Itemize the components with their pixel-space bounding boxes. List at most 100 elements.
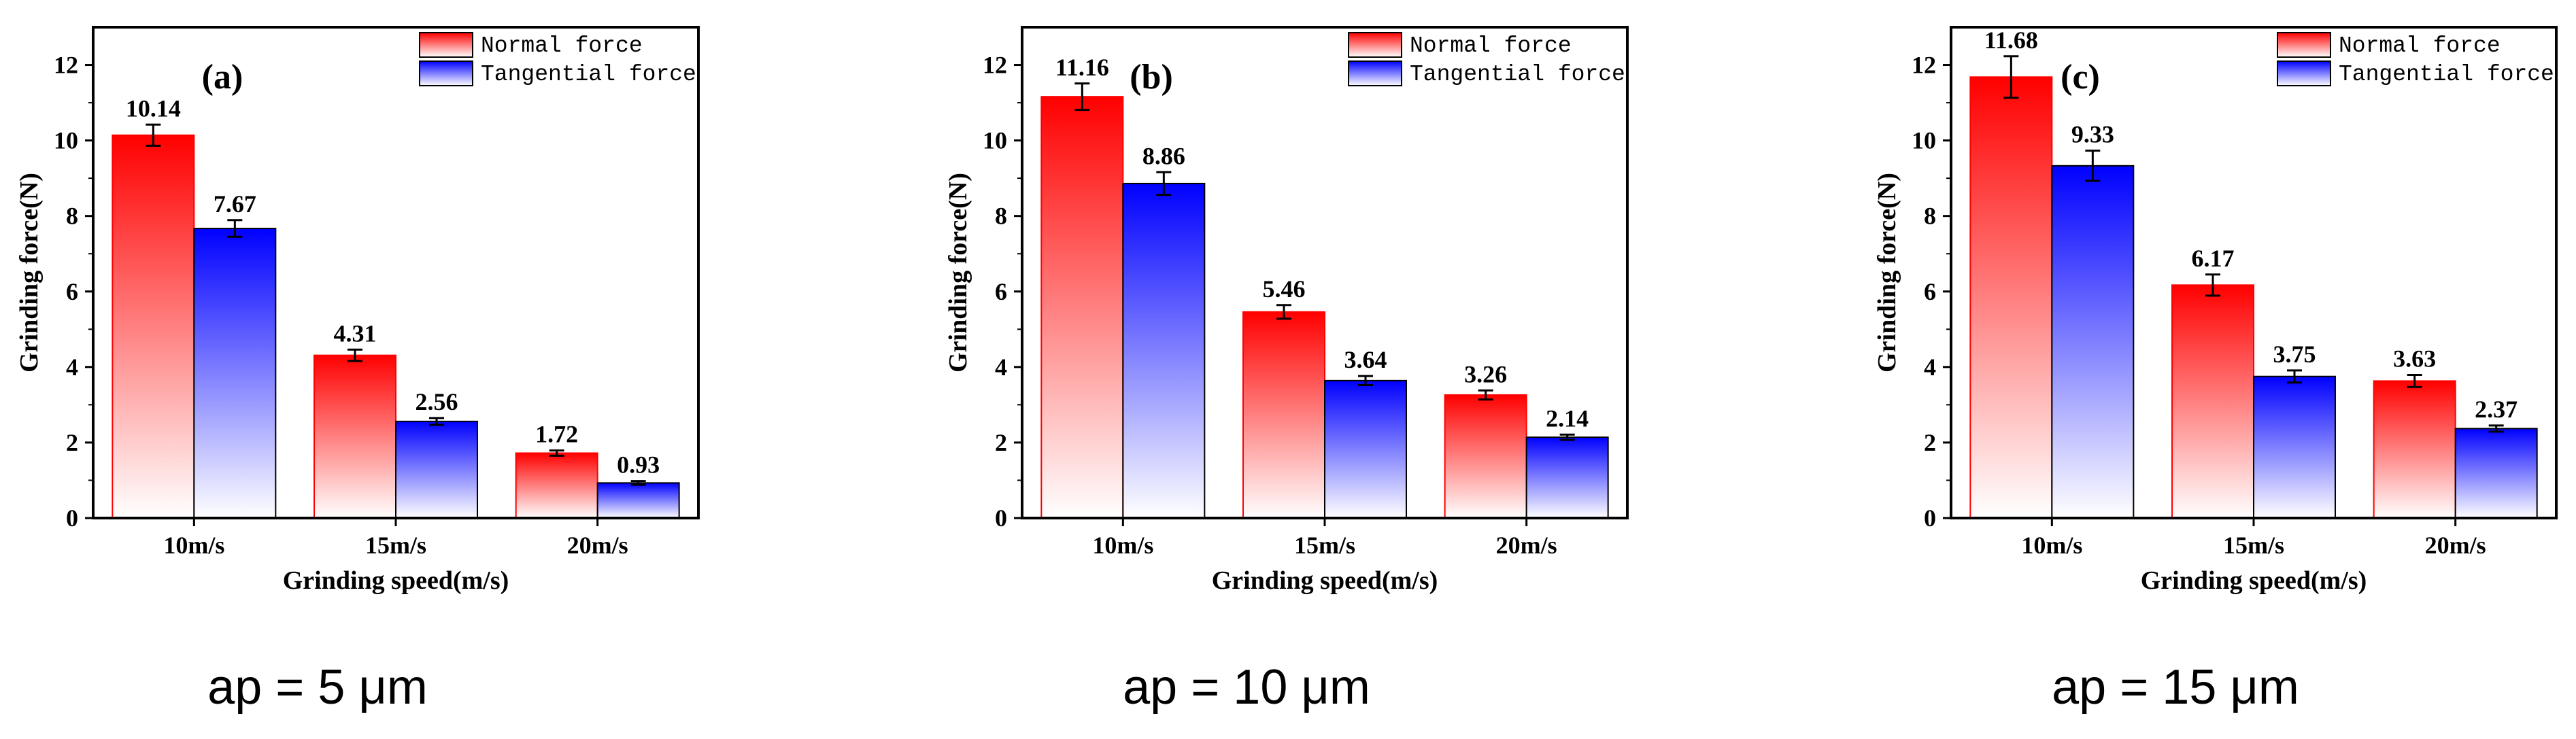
legend-label: Normal force: [481, 33, 643, 58]
error-bar: [2205, 273, 2220, 297]
legend-label: Normal force: [1410, 33, 1572, 58]
legend-swatch-tangential: [419, 61, 473, 86]
data-label: 0.93: [617, 451, 660, 479]
legend-label: Tangential force: [481, 62, 696, 87]
bar-tangential-2: [395, 420, 478, 519]
y-tick-label: 6: [995, 278, 1007, 305]
y-tick-label: 2: [66, 429, 78, 456]
y-tick-label: 0: [66, 504, 78, 532]
error-bar: [1559, 433, 1575, 441]
bar-normal-2: [313, 354, 396, 519]
x-tick-label: 15m/s: [365, 532, 426, 559]
y-tick-label: 2: [1924, 429, 1936, 456]
data-label: 5.46: [1263, 275, 1306, 303]
x-tick-label: 15m/s: [2223, 532, 2284, 559]
data-label: 11.16: [1055, 54, 1109, 81]
y-tick-label: 4: [66, 354, 78, 381]
error-bar: [227, 219, 243, 238]
panel-label: (a): [202, 58, 243, 97]
bar-normal-1: [1040, 96, 1124, 519]
error-bar: [2003, 55, 2019, 99]
y-tick-label: 0: [1924, 504, 1936, 532]
data-label: 9.33: [2071, 121, 2114, 148]
error-bar: [2287, 369, 2302, 384]
y-tick-label: 2: [995, 429, 1007, 456]
bar-tangential-2: [2253, 375, 2336, 519]
x-axis-title: Grinding speed(m/s): [2141, 566, 2367, 595]
bar-normal-1: [112, 134, 195, 519]
data-label: 11.68: [1984, 27, 2038, 54]
bar-normal-2: [1242, 311, 1325, 519]
x-tick-label: 20m/s: [567, 532, 628, 559]
panel-caption: ap = 5 μm: [207, 660, 428, 715]
data-label: 2.14: [1546, 405, 1589, 432]
panel-label: (c): [2061, 58, 2100, 97]
legend-label: Tangential force: [1410, 62, 1625, 87]
error-bar: [348, 348, 362, 362]
bar-tangential-1: [2051, 165, 2135, 519]
data-label: 10.14: [126, 94, 181, 122]
error-bar: [2407, 374, 2422, 388]
data-label: 8.86: [1142, 142, 1185, 169]
data-label: 2.56: [416, 388, 458, 415]
bar-tangential-3: [596, 482, 680, 519]
error-bar: [1276, 304, 1291, 320]
y-tick-label: 10: [1912, 127, 1936, 154]
legend-swatch-normal: [419, 32, 473, 58]
bar-tangential-1: [1122, 182, 1206, 519]
legend-label: Normal force: [2339, 33, 2501, 58]
panel-caption: ap = 15 μm: [2052, 660, 2299, 715]
error-bar: [1358, 375, 1373, 387]
y-tick-label: 8: [66, 203, 78, 230]
legend-swatch-tangential: [2277, 61, 2331, 86]
data-label: 6.17: [2192, 245, 2235, 272]
bar-normal-3: [515, 452, 598, 519]
panel-caption: ap = 10 μm: [1123, 660, 1370, 715]
error-bar: [2488, 424, 2504, 433]
error-bar: [549, 449, 564, 457]
y-tick-label: 12: [983, 52, 1007, 79]
error-bar: [1074, 82, 1090, 111]
chart-panel-3: 11.68 6.17 3.63 9.33 3.75 2.37 0 2 4 6 8 10 12 10m/s 1…: [1873, 26, 2558, 715]
y-tick-label: 8: [1924, 203, 1936, 230]
panel-label: (b): [1130, 58, 1173, 97]
y-tick-label: 4: [1924, 354, 1936, 381]
y-tick-label: 10: [54, 127, 78, 154]
x-tick-label: 10m/s: [2021, 532, 2082, 559]
data-label: 3.26: [1464, 360, 1507, 388]
error-bar: [1478, 389, 1493, 401]
bar-normal-3: [2373, 380, 2456, 519]
error-bar: [146, 123, 161, 147]
x-tick-label: 20m/s: [1496, 532, 1557, 559]
chart-panel-1: 10.14 4.31 1.72 7.67 2.56 0.93 0 2 4 6 8 10 12 10m/s 1…: [15, 26, 700, 715]
data-label: 4.31: [334, 320, 377, 347]
x-tick-label: 10m/s: [1092, 532, 1153, 559]
y-tick-label: 10: [983, 127, 1007, 154]
y-tick-label: 12: [54, 52, 78, 79]
y-tick-label: 4: [995, 354, 1007, 381]
bar-tangential-2: [1324, 379, 1407, 519]
data-label: 1.72: [535, 421, 578, 448]
y-tick-label: 6: [1924, 278, 1936, 305]
error-bar: [630, 480, 646, 486]
y-tick-label: 8: [995, 203, 1007, 230]
x-tick-label: 15m/s: [1294, 532, 1355, 559]
chart-panel-2: 11.16 5.46 3.26 8.86 3.64 2.14 0 2 4 6 8 10 12 10m/s 1…: [944, 26, 1629, 715]
error-bar: [429, 417, 444, 426]
y-tick-label: 6: [66, 278, 78, 305]
data-label: 7.67: [214, 190, 256, 218]
bar-tangential-1: [193, 228, 277, 519]
data-label: 2.37: [2475, 396, 2518, 423]
legend-swatch-normal: [1348, 32, 1402, 58]
error-bar: [2085, 150, 2101, 182]
data-label: 3.64: [1344, 346, 1387, 373]
bar-normal-1: [1969, 76, 2053, 519]
y-tick-label: 0: [995, 504, 1007, 532]
y-axis-title: Grinding force(N): [944, 173, 972, 373]
x-tick-label: 10m/s: [163, 532, 224, 559]
y-axis-title: Grinding force(N): [1873, 173, 1901, 373]
error-bar: [1156, 171, 1172, 196]
bar-tangential-3: [2454, 428, 2538, 519]
data-label: 3.63: [2393, 345, 2436, 373]
